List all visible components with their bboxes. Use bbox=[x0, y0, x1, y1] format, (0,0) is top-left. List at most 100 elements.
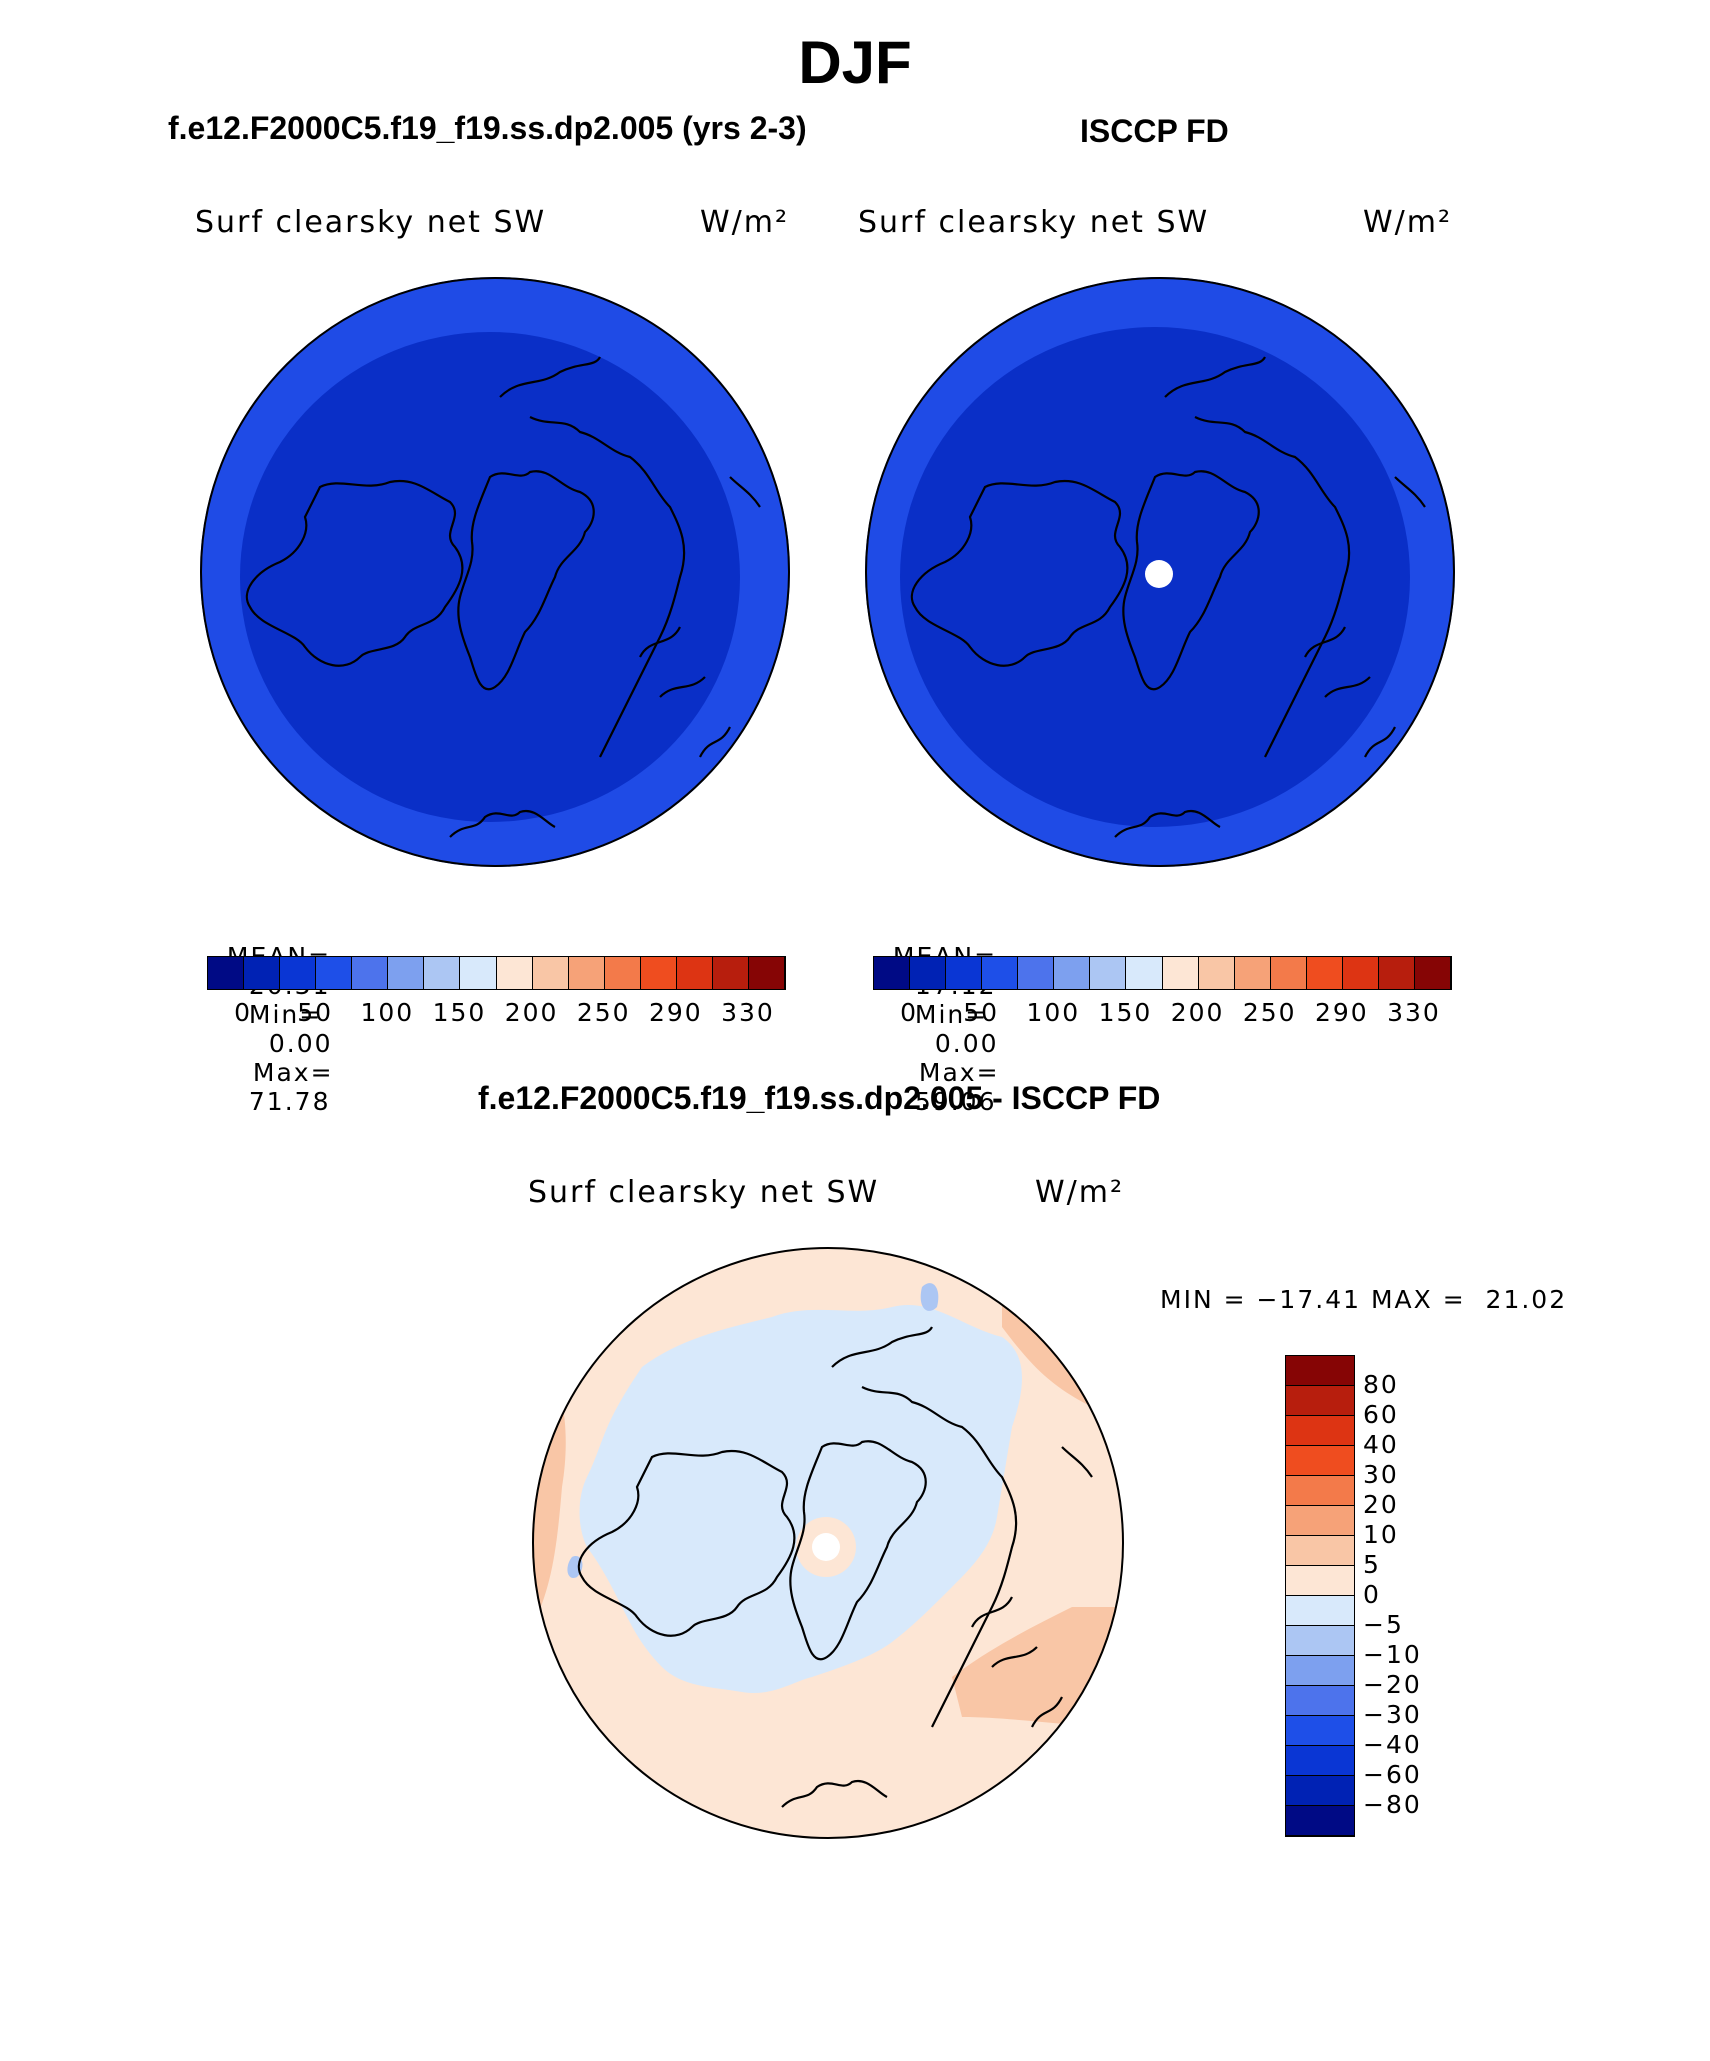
diff-units-label: W/m² bbox=[1035, 1175, 1125, 1210]
diff-minmax: MIN = −17.41 MAX = 21.02 bbox=[1160, 1285, 1568, 1314]
colorbar-cell bbox=[946, 957, 983, 989]
colorbar-cell bbox=[208, 957, 245, 989]
diff-colorbar-tick-label: −60 bbox=[1363, 1760, 1422, 1789]
diff-negative-north bbox=[920, 1283, 939, 1311]
colorbar-cell bbox=[604, 957, 641, 989]
colorbar-tick-label: 0 bbox=[234, 998, 253, 1027]
diff-colorbar-tick-label: 5 bbox=[1363, 1550, 1381, 1579]
colorbar-tick-label: 150 bbox=[1098, 998, 1153, 1027]
colorbar-cell bbox=[1414, 957, 1451, 989]
colorbar-cell bbox=[1270, 957, 1307, 989]
diff-colorbar-tick-label: 60 bbox=[1363, 1400, 1399, 1429]
colorbar-cell bbox=[676, 957, 713, 989]
colorbar-cell bbox=[640, 957, 677, 989]
diff-colorbar-tick-label: −40 bbox=[1363, 1730, 1422, 1759]
coastline-greenland bbox=[457, 470, 595, 691]
diff-colorbar-tick-label: −30 bbox=[1363, 1700, 1422, 1729]
colorbar-cell bbox=[568, 957, 605, 989]
coastline-greenland bbox=[1122, 470, 1260, 691]
model-panel-title: f.e12.F2000C5.f19_f19.ss.dp2.005 (yrs 2-… bbox=[168, 110, 807, 146]
coastline-eurasia bbox=[831, 1326, 1018, 1728]
diff-colorbar-cell bbox=[1286, 1476, 1354, 1506]
diff-colorbar-cell bbox=[1286, 1506, 1354, 1536]
diff-missing-pole bbox=[812, 1533, 840, 1561]
colorbar-cell bbox=[910, 957, 947, 989]
obs-min-label: Min= bbox=[914, 1000, 989, 1029]
colorbar-cell bbox=[1126, 957, 1163, 989]
diff-colorbar-cell bbox=[1286, 1626, 1354, 1656]
model-max-label: Max= bbox=[252, 1058, 334, 1087]
colorbar-tick-label: 150 bbox=[432, 998, 487, 1027]
obs-map-border bbox=[865, 277, 1455, 867]
colorbar-tick-label: 290 bbox=[1314, 998, 1369, 1027]
coastline-north-america bbox=[577, 1449, 796, 1637]
coastline-eurasia bbox=[1164, 356, 1351, 758]
colorbar-tick-label: 50 bbox=[963, 998, 1000, 1027]
colorbar-cell bbox=[748, 957, 785, 989]
colorbar-cell bbox=[1054, 957, 1091, 989]
obs-max-value: 59.06 bbox=[914, 1087, 997, 1116]
colorbar-tick-label: 0 bbox=[900, 998, 919, 1027]
obs-min-value: 0.00 bbox=[934, 1029, 999, 1058]
model-min-value: 0.00 bbox=[268, 1029, 333, 1058]
colorbar-cell bbox=[316, 957, 353, 989]
colorbar-cell bbox=[244, 957, 281, 989]
colorbar-tick-label: 330 bbox=[721, 998, 775, 1027]
diff-colorbar-cell bbox=[1286, 1686, 1354, 1716]
diff-panel-title: f.e12.F2000C5.f19_f19.ss.dp2.005 - ISCCP… bbox=[478, 1080, 1161, 1116]
colorbar-cell bbox=[388, 957, 425, 989]
diff-colorbar bbox=[1285, 1355, 1355, 1837]
diff-colorbar-tick-label: −5 bbox=[1363, 1610, 1404, 1639]
model-min-label: Min= bbox=[248, 1000, 323, 1029]
diff-colorbar-cell bbox=[1286, 1596, 1354, 1626]
model-polar-map bbox=[200, 277, 790, 867]
diff-colorbar-cell bbox=[1286, 1536, 1354, 1566]
colorbar-cell bbox=[424, 957, 461, 989]
diff-colorbar-cell bbox=[1286, 1446, 1354, 1476]
coastline-north-america bbox=[245, 479, 464, 667]
colorbar-tick-label: 330 bbox=[1387, 998, 1441, 1027]
diff-colorbar-tick-label: −80 bbox=[1363, 1790, 1422, 1819]
diff-colorbar-tick-label: −20 bbox=[1363, 1670, 1422, 1699]
colorbar-tick-label: 100 bbox=[1026, 998, 1081, 1027]
colorbar-cell bbox=[1342, 957, 1379, 989]
obs-variable-label: Surf clearsky net SW bbox=[858, 205, 1210, 240]
colorbar-cell bbox=[1378, 957, 1415, 989]
coastline-kamchatka bbox=[1394, 476, 1426, 508]
colorbar-cell bbox=[352, 957, 389, 989]
diff-colorbar-cell bbox=[1286, 1386, 1354, 1416]
coastline-europe bbox=[449, 809, 556, 838]
colorbar-cell bbox=[460, 957, 497, 989]
colorbar-cell bbox=[874, 957, 911, 989]
model-map-border bbox=[200, 277, 790, 867]
diff-colorbar-cell bbox=[1286, 1806, 1354, 1836]
colorbar-cell bbox=[1018, 957, 1055, 989]
model-units-label: W/m² bbox=[700, 205, 790, 240]
diff-variable-label: Surf clearsky net SW bbox=[528, 1175, 880, 1210]
colorbar-tick-label: 50 bbox=[297, 998, 334, 1027]
model-colorbar bbox=[207, 956, 786, 990]
colorbar-tick-label: 200 bbox=[504, 998, 559, 1027]
diff-colorbar-tick-label: 30 bbox=[1363, 1460, 1399, 1489]
colorbar-tick-label: 200 bbox=[1170, 998, 1225, 1027]
diff-colorbar-tick-label: 40 bbox=[1363, 1430, 1399, 1459]
diff-colorbar-cell bbox=[1286, 1716, 1354, 1746]
diff-polar-map bbox=[532, 1247, 1124, 1839]
obs-units-label: W/m² bbox=[1363, 205, 1453, 240]
coastline-scandinavia bbox=[639, 626, 731, 758]
diff-colorbar-cell bbox=[1286, 1656, 1354, 1686]
coastline-scandinavia bbox=[971, 1596, 1063, 1728]
coastline-kamchatka bbox=[729, 476, 761, 508]
diff-colorbar-tick-label: 10 bbox=[1363, 1520, 1399, 1549]
model-variable-label: Surf clearsky net SW bbox=[195, 205, 547, 240]
obs-max-label: Max= bbox=[918, 1058, 1000, 1087]
obs-colorbar bbox=[873, 956, 1452, 990]
diff-colorbar-cell bbox=[1286, 1416, 1354, 1446]
obs-polar-map bbox=[865, 277, 1455, 867]
colorbar-tick-label: 250 bbox=[1242, 998, 1297, 1027]
model-inner-field bbox=[240, 332, 740, 822]
diff-colorbar-cell bbox=[1286, 1776, 1354, 1806]
coastline-greenland bbox=[789, 1440, 927, 1661]
colorbar-cell bbox=[712, 957, 749, 989]
diff-colorbar-tick-label: 80 bbox=[1363, 1370, 1399, 1399]
